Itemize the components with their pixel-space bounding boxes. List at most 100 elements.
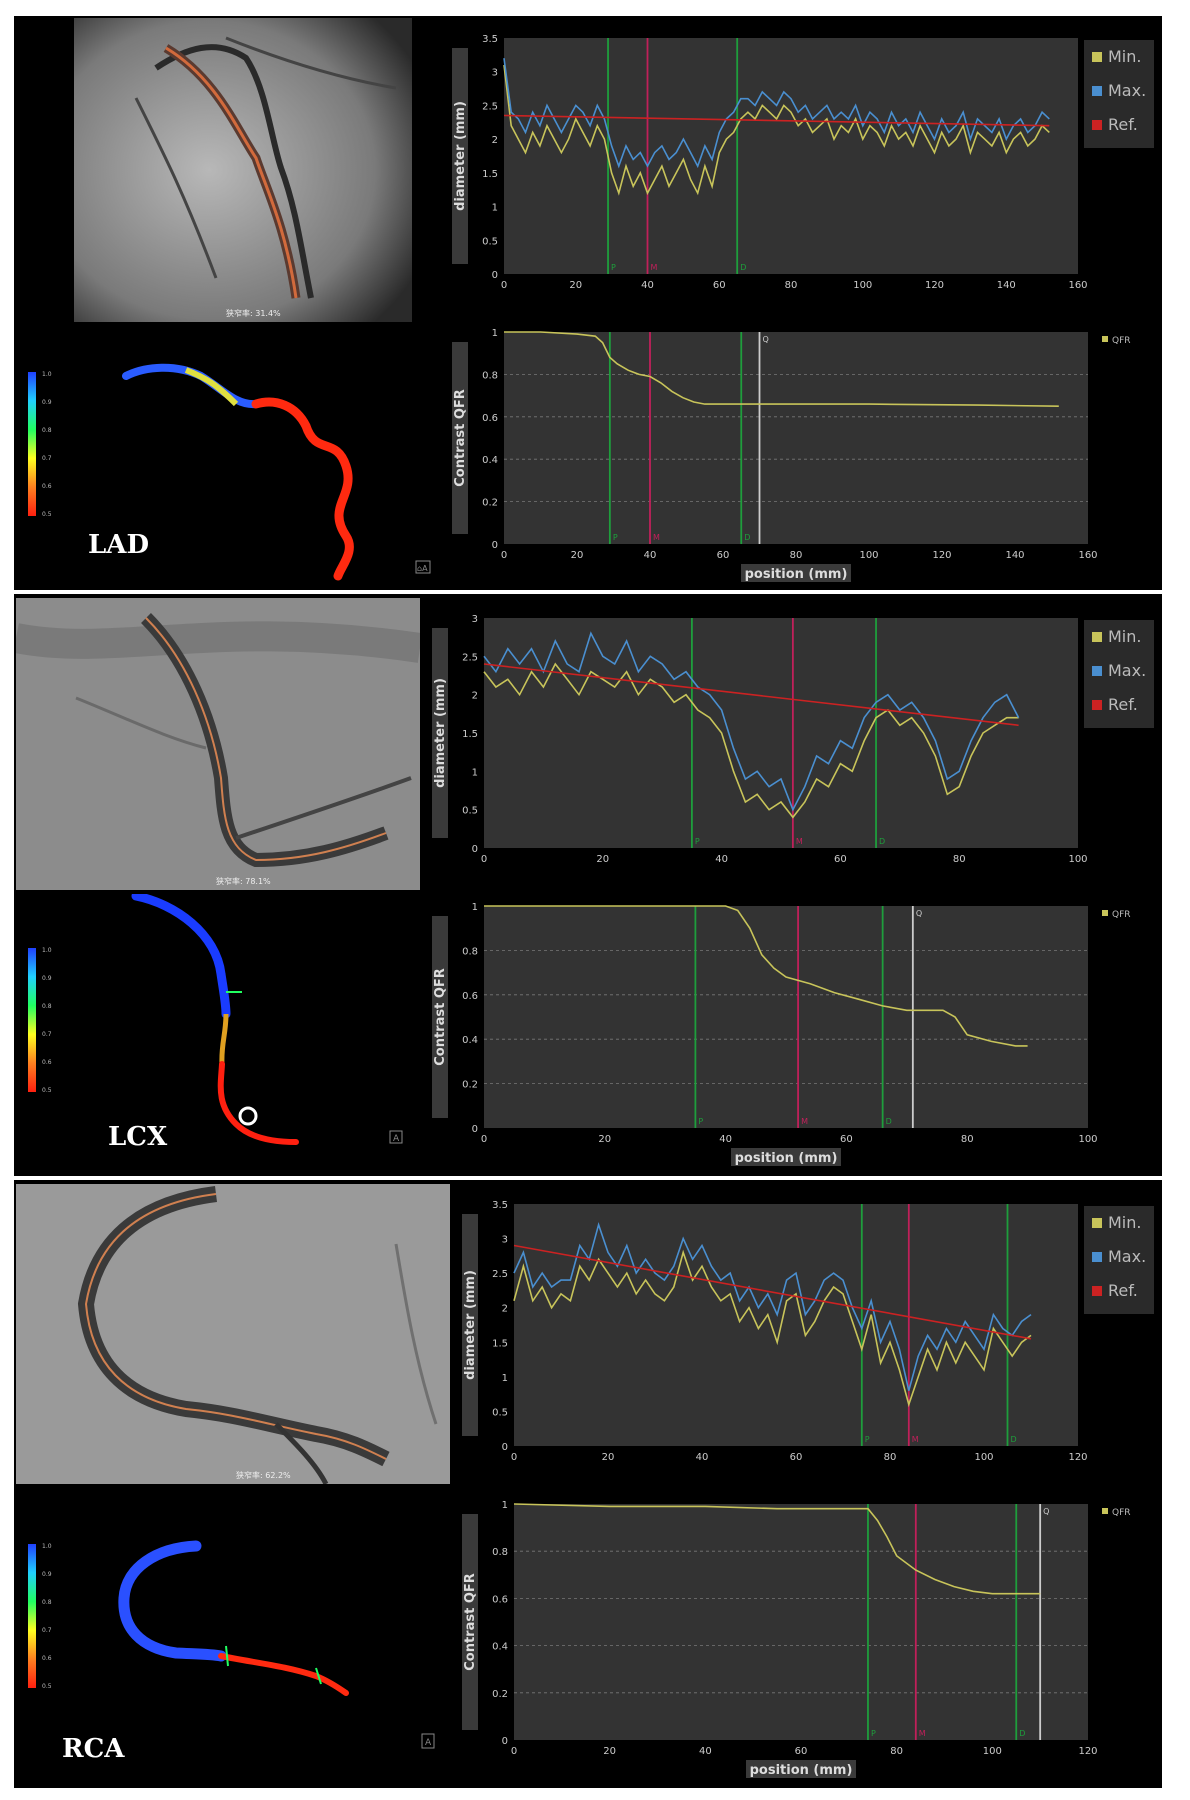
- y-tick-label: 1.5: [492, 1338, 508, 1349]
- colorbar-tick: 0.9: [42, 399, 52, 406]
- y-tick-label: 2.5: [482, 101, 498, 112]
- plot-area: [484, 906, 1088, 1128]
- y-tick-label: 0.5: [492, 1407, 508, 1418]
- colorbar-tick: 0.7: [42, 455, 52, 462]
- x-axis-label-box: [746, 1760, 856, 1778]
- colorbar-tick: 0.9: [42, 975, 52, 982]
- y-axis-label: diameter (mm): [463, 1270, 478, 1380]
- marker-label: M: [912, 1435, 919, 1444]
- marker-label: M: [919, 1729, 926, 1738]
- x-tick-label: 60: [790, 1452, 803, 1463]
- colorbar-tick: 0.6: [42, 1655, 52, 1662]
- legend-entry: Ref.: [1108, 695, 1138, 714]
- y-axis-label: Contrast QFR: [453, 389, 468, 487]
- series-line-max: [483, 631, 1020, 812]
- y-axis-label-box: [462, 1514, 478, 1730]
- x-axis-label: position (mm): [750, 1763, 853, 1778]
- x-tick-label: 0: [511, 1746, 517, 1757]
- x-tick-label: 40: [699, 1746, 712, 1757]
- x-tick-label: 0: [481, 854, 487, 865]
- x-tick-label: 40: [696, 1452, 709, 1463]
- marker-label: D: [879, 837, 885, 846]
- rca-vessel-label: RCA: [62, 1734, 125, 1764]
- series-line-max: [513, 1221, 1032, 1391]
- legend-swatch: [1102, 336, 1108, 342]
- lad-angio-caption: 狭窄率: 31.4%: [226, 308, 281, 318]
- x-tick-label: 40: [641, 280, 654, 291]
- series-line-min: [483, 662, 1019, 819]
- y-tick-label: 1: [492, 203, 498, 214]
- view-orientation-icon: A: [393, 1134, 400, 1144]
- y-tick-label: 0.6: [482, 413, 498, 424]
- legend-swatch: [1092, 666, 1102, 676]
- y-axis-label-box: [462, 1214, 478, 1436]
- lcx-vessel-label: LCX: [108, 1122, 168, 1152]
- x-tick-label: 20: [569, 280, 582, 291]
- marker-label: D: [1019, 1729, 1025, 1738]
- marker-label: P: [865, 1435, 870, 1444]
- marker-label: P: [611, 263, 616, 272]
- y-axis-label-box: [432, 628, 448, 838]
- y-tick-label: 0.8: [492, 1547, 508, 1558]
- y-tick-label: 3: [472, 614, 478, 625]
- colorbar-tick: 0.6: [42, 483, 52, 490]
- legend-entry: QFR: [1112, 336, 1131, 346]
- legend-entry: Max.: [1108, 81, 1146, 100]
- x-tick-label: 60: [717, 550, 730, 561]
- x-tick-label: 140: [997, 280, 1016, 291]
- series-line-min: [503, 64, 1050, 196]
- y-tick-label: 0.4: [492, 1642, 508, 1653]
- marker-label: P: [695, 837, 700, 846]
- marker-label: P: [871, 1729, 876, 1738]
- legend-swatch: [1092, 120, 1102, 130]
- x-tick-label: 160: [1078, 550, 1097, 561]
- y-tick-label: 2: [492, 135, 498, 146]
- colorbar-tick: 0.6: [42, 1059, 52, 1066]
- x-tick-label: 0: [511, 1452, 517, 1463]
- marker-label: D: [744, 533, 750, 542]
- rca-angio-caption: 狭窄率: 62.2%: [236, 1470, 291, 1480]
- x-tick-label: 80: [790, 550, 803, 561]
- marker-label: Q: [916, 909, 922, 918]
- x-tick-label: 160: [1068, 280, 1087, 291]
- lad-qfr-colorbar: [28, 372, 36, 516]
- legend-swatch: [1102, 910, 1108, 916]
- x-tick-label: 0: [501, 550, 507, 561]
- x-tick-label: 120: [932, 550, 951, 561]
- lad-angiogram-image: 狭窄率: 31.4%: [16, 18, 440, 322]
- y-tick-label: 3.5: [482, 34, 498, 45]
- series-line-max: [503, 58, 1050, 169]
- lcx-qfr-chart: Contrast QFR 0 0.2 0.4 0.6 0.8 1 0 20 40 60 80 100 po…: [424, 886, 1158, 1172]
- plot-area: [514, 1204, 1078, 1446]
- x-tick-label: 60: [713, 280, 726, 291]
- x-tick-label: 120: [1068, 1452, 1087, 1463]
- colorbar-tick: 1.0: [42, 371, 52, 378]
- lad-diameter-chart: diameter (mm) 0 0.5 1 1.5 2 2.5 3 3.5 0 20 40 60 80 10…: [444, 18, 1158, 310]
- x-tick-label: 80: [961, 1134, 974, 1145]
- lcx-angiogram-image: 狭窄率: 78.1%: [16, 598, 420, 890]
- y-tick-label: 0.2: [482, 498, 498, 509]
- series-line-ref: [503, 114, 1050, 127]
- x-tick-label: 80: [890, 1746, 903, 1757]
- lcx-diameter-chart: diameter (mm) 0 0.5 1 1.5 2 2.5 3 0 20 40 60 80 100 P M…: [424, 598, 1158, 884]
- y-tick-label: 1: [492, 328, 498, 339]
- marker-label: Q: [1043, 1507, 1049, 1516]
- y-tick-label: 0.2: [462, 1080, 478, 1091]
- legend-swatch: [1092, 1286, 1102, 1296]
- y-tick-label: 0: [502, 1442, 508, 1453]
- x-tick-label: 140: [1005, 550, 1024, 561]
- x-axis-label: position (mm): [735, 1151, 838, 1166]
- y-tick-label: 0.4: [482, 455, 498, 466]
- y-tick-label: 0.8: [482, 370, 498, 381]
- legend-entry: QFR: [1112, 1508, 1131, 1518]
- x-tick-label: 20: [602, 1452, 615, 1463]
- marker-label: M: [801, 1117, 808, 1126]
- x-tick-label: 100: [853, 280, 872, 291]
- marker-label: Q: [763, 335, 769, 344]
- x-tick-label: 100: [983, 1746, 1002, 1757]
- x-tick-label: 40: [644, 550, 657, 561]
- y-axis-label-box: [452, 48, 468, 264]
- marker-label: P: [698, 1117, 703, 1126]
- x-axis-label-box: [741, 564, 851, 582]
- legend-swatch: [1102, 1508, 1108, 1514]
